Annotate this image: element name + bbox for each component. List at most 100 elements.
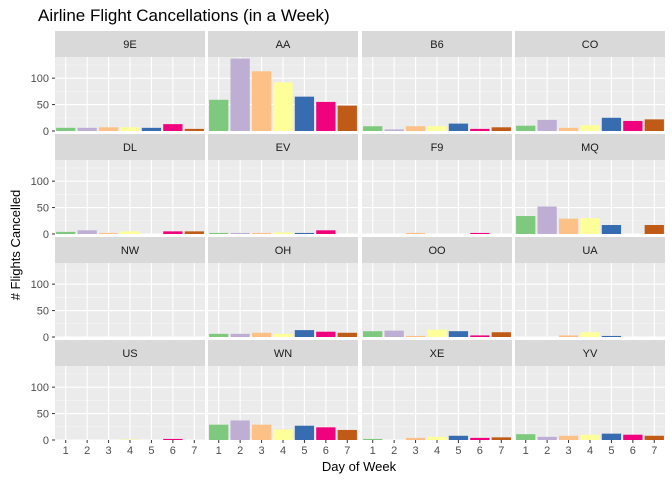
y-axis-label: # Flights Cancelled: [8, 190, 23, 301]
bar-wn-day-2: [230, 420, 250, 440]
bar-co-day-3: [558, 127, 579, 131]
x-tick-label: 6: [323, 445, 329, 457]
bar-yv-day-3: [558, 435, 579, 440]
bar-mq-day-5: [601, 225, 622, 234]
bar-9e-day-6: [163, 124, 183, 131]
bar-yv-day-5: [601, 433, 622, 440]
x-tick-label: 6: [170, 445, 176, 457]
bar-ev-day-5: [294, 232, 315, 234]
bar-oo-day-6: [470, 335, 490, 337]
bar-us-day-4: [120, 439, 140, 440]
bar-dl-day-7: [184, 231, 204, 234]
bar-aa-day-6: [316, 101, 336, 131]
bar-aa-day-2: [230, 58, 250, 132]
panel-strip: [208, 340, 358, 366]
bar-ev-day-6: [316, 230, 336, 234]
bar-9e-day-2: [77, 127, 97, 131]
bar-9e-day-3: [98, 127, 119, 131]
bar-b6-day-4: [427, 126, 447, 131]
x-tick-label: 3: [413, 445, 419, 457]
bar-yv-day-1: [516, 434, 536, 440]
panel-label-dl: DL: [123, 142, 137, 154]
x-tick-label: 6: [477, 445, 483, 457]
panel-label-mq: MQ: [581, 142, 599, 154]
bar-b6-day-6: [470, 128, 490, 131]
panel-label-yv: YV: [583, 348, 598, 360]
bar-oh-day-5: [294, 330, 315, 337]
bar-b6-day-3: [405, 126, 426, 131]
panel-label-co: CO: [582, 39, 599, 51]
chart-title: Airline Flight Cancellations (in a Week): [38, 6, 330, 25]
bar-yv-day-4: [580, 434, 600, 440]
bar-dl-day-6: [163, 231, 183, 234]
bar-co-day-5: [601, 117, 622, 131]
bar-oo-day-7: [491, 332, 511, 337]
bar-wn-day-6: [316, 427, 336, 440]
panel-strip: [55, 340, 205, 366]
y-tick-label: 50: [37, 100, 49, 112]
bar-9e-day-5: [141, 127, 162, 131]
bar-wn-day-4: [273, 429, 293, 440]
x-tick-label: 1: [523, 445, 529, 457]
bar-xe-day-6: [470, 437, 490, 440]
x-tick-label: 7: [651, 445, 657, 457]
panel-label-f9: F9: [431, 142, 444, 154]
bar-9e-day-4: [120, 127, 140, 131]
bar-oh-day-2: [230, 333, 250, 337]
bar-b6-day-7: [491, 127, 511, 131]
bar-b6-day-1: [363, 126, 383, 131]
bar-dl-day-2: [77, 230, 97, 234]
x-tick-label: 4: [127, 445, 133, 457]
x-tick-label: 3: [566, 445, 572, 457]
bar-oh-day-7: [337, 332, 357, 337]
bar-yv-day-7: [644, 435, 664, 440]
bar-xe-day-3: [405, 437, 426, 440]
bar-aa-day-1: [209, 99, 229, 131]
bar-aa-day-3: [251, 71, 272, 131]
x-tick-label: 1: [370, 445, 376, 457]
panel-strip: [55, 237, 205, 263]
panel-label-xe: XE: [430, 348, 445, 360]
bar-wn-day-7: [337, 429, 357, 440]
bar-co-day-4: [580, 125, 600, 131]
bar-ev-day-1: [209, 232, 229, 234]
bar-ev-day-3: [251, 232, 272, 234]
bar-wn-day-1: [209, 424, 229, 440]
bar-oo-day-4: [427, 329, 447, 337]
bar-dl-day-4: [120, 231, 140, 234]
bar-oh-day-1: [209, 333, 229, 337]
bar-yv-day-6: [623, 434, 643, 440]
x-tick-label: 2: [237, 445, 243, 457]
x-tick-label: 3: [106, 445, 112, 457]
panel-label-b6: B6: [430, 39, 443, 51]
bar-co-day-6: [623, 120, 643, 131]
panel-strip: [515, 31, 665, 57]
x-tick-label: 4: [280, 445, 286, 457]
panel-strip: [362, 340, 512, 366]
x-tick-label: 5: [608, 445, 614, 457]
y-tick-label: 100: [31, 176, 49, 188]
bar-mq-day-3: [558, 218, 579, 234]
panel-label-ev: EV: [276, 142, 291, 154]
x-tick-label: 2: [544, 445, 550, 457]
x-tick-label: 3: [259, 445, 265, 457]
y-tick-label: 0: [43, 126, 49, 138]
panel-label-aa: AA: [276, 39, 291, 51]
x-tick-label: 7: [344, 445, 350, 457]
bar-wn-day-5: [294, 425, 315, 440]
y-tick-label: 50: [37, 306, 49, 318]
panel-strip: [208, 237, 358, 263]
panel-strip: [515, 237, 665, 263]
bar-wn-day-3: [251, 424, 272, 440]
bar-mq-day-1: [516, 216, 536, 234]
bar-f9-day-6: [470, 232, 490, 234]
panel-label-oo: OO: [428, 245, 446, 257]
bar-oo-day-5: [448, 331, 469, 337]
x-tick-label: 2: [391, 445, 397, 457]
x-tick-label: 4: [587, 445, 593, 457]
y-tick-label: 50: [37, 203, 49, 215]
bar-xe-day-5: [448, 435, 469, 440]
y-tick-label: 100: [31, 382, 49, 394]
bar-oo-day-2: [384, 330, 404, 337]
